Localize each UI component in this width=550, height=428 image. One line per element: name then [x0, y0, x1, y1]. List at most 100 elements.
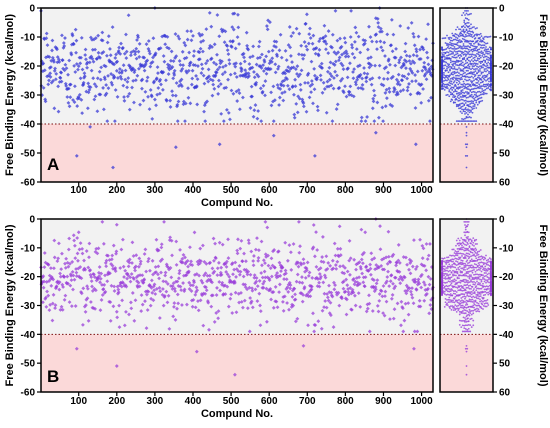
dist-point	[470, 264, 473, 267]
dist-point	[477, 51, 480, 54]
data-point	[249, 66, 253, 70]
data-point	[393, 55, 398, 60]
dist-point	[460, 304, 463, 307]
data-point	[68, 82, 73, 87]
data-point	[199, 259, 203, 264]
data-point	[388, 317, 392, 322]
dist-point	[464, 26, 466, 29]
dist-point	[446, 265, 449, 268]
dist-point	[456, 252, 459, 255]
data-point	[425, 70, 430, 75]
data-point	[163, 273, 168, 278]
data-point	[45, 43, 50, 48]
dist-point	[476, 258, 479, 261]
dist-point	[470, 93, 473, 96]
dist-point	[480, 52, 483, 55]
data-point	[313, 323, 318, 328]
dist-point	[472, 102, 475, 105]
dist-point	[468, 30, 471, 32]
data-point	[353, 279, 358, 284]
data-point	[236, 12, 240, 17]
dist-point	[467, 275, 469, 278]
data-point	[417, 281, 422, 286]
data-point	[164, 98, 169, 103]
data-point	[43, 97, 48, 102]
data-point	[311, 245, 316, 250]
dist-point	[475, 120, 478, 122]
data-point	[167, 46, 171, 51]
dist-point	[467, 79, 469, 82]
dist-point	[481, 284, 484, 287]
data-point	[226, 237, 230, 242]
dist-point	[479, 93, 482, 96]
dist-point	[458, 265, 461, 268]
dist-point	[470, 23, 472, 26]
data-point	[346, 287, 350, 291]
data-point	[109, 72, 113, 76]
data-point	[220, 59, 224, 64]
dist-point	[466, 120, 469, 122]
data-point	[262, 59, 267, 64]
dist-point	[454, 48, 457, 50]
dist-point	[445, 48, 448, 50]
data-point	[100, 51, 104, 56]
dist-point	[464, 240, 467, 243]
data-point	[380, 48, 385, 53]
data-point	[424, 242, 429, 246]
data-point	[152, 288, 157, 293]
data-point	[276, 64, 281, 69]
dist-point	[471, 53, 474, 56]
dist-point	[463, 293, 466, 296]
data-point	[282, 90, 287, 94]
data-point	[157, 316, 162, 320]
data-point	[361, 280, 366, 285]
dist-point	[476, 278, 478, 280]
dist-point	[470, 80, 472, 82]
data-point	[262, 58, 267, 62]
data-point	[130, 66, 135, 71]
data-point	[287, 25, 292, 29]
dist-point	[473, 105, 476, 107]
data-point	[127, 107, 132, 112]
data-point	[40, 279, 45, 284]
data-point	[331, 86, 336, 91]
data-point	[410, 79, 414, 84]
data-point	[92, 97, 97, 102]
data-point	[163, 270, 168, 275]
dist-point	[480, 79, 483, 81]
data-point	[226, 304, 231, 309]
dist-point	[479, 300, 481, 303]
data-point	[41, 285, 46, 290]
data-point	[263, 261, 267, 266]
dist-point	[486, 64, 489, 67]
dist-point	[456, 37, 459, 40]
data-point	[368, 266, 373, 271]
data-point	[151, 284, 156, 289]
data-point	[113, 56, 118, 60]
data-point	[71, 273, 76, 278]
data-point	[397, 60, 401, 65]
data-point	[132, 68, 137, 73]
data-point	[352, 55, 357, 60]
data-point	[406, 301, 411, 306]
data-point	[115, 94, 120, 99]
data-point	[234, 75, 239, 79]
data-point	[357, 275, 361, 280]
data-point	[137, 66, 141, 71]
data-point	[124, 49, 129, 54]
dist-point	[473, 42, 475, 45]
dist-point	[467, 120, 470, 122]
dist-point	[486, 276, 489, 278]
dist-point	[484, 305, 487, 308]
dist-point	[478, 310, 481, 313]
dist-point	[454, 283, 457, 286]
data-point	[120, 298, 125, 303]
dist-point	[445, 94, 448, 97]
data-point	[180, 84, 184, 89]
dist-point	[447, 45, 450, 47]
data-point	[119, 76, 124, 81]
data-point	[324, 47, 328, 52]
data-point	[185, 37, 190, 42]
dist-point	[462, 51, 465, 54]
dist-point	[464, 102, 467, 104]
